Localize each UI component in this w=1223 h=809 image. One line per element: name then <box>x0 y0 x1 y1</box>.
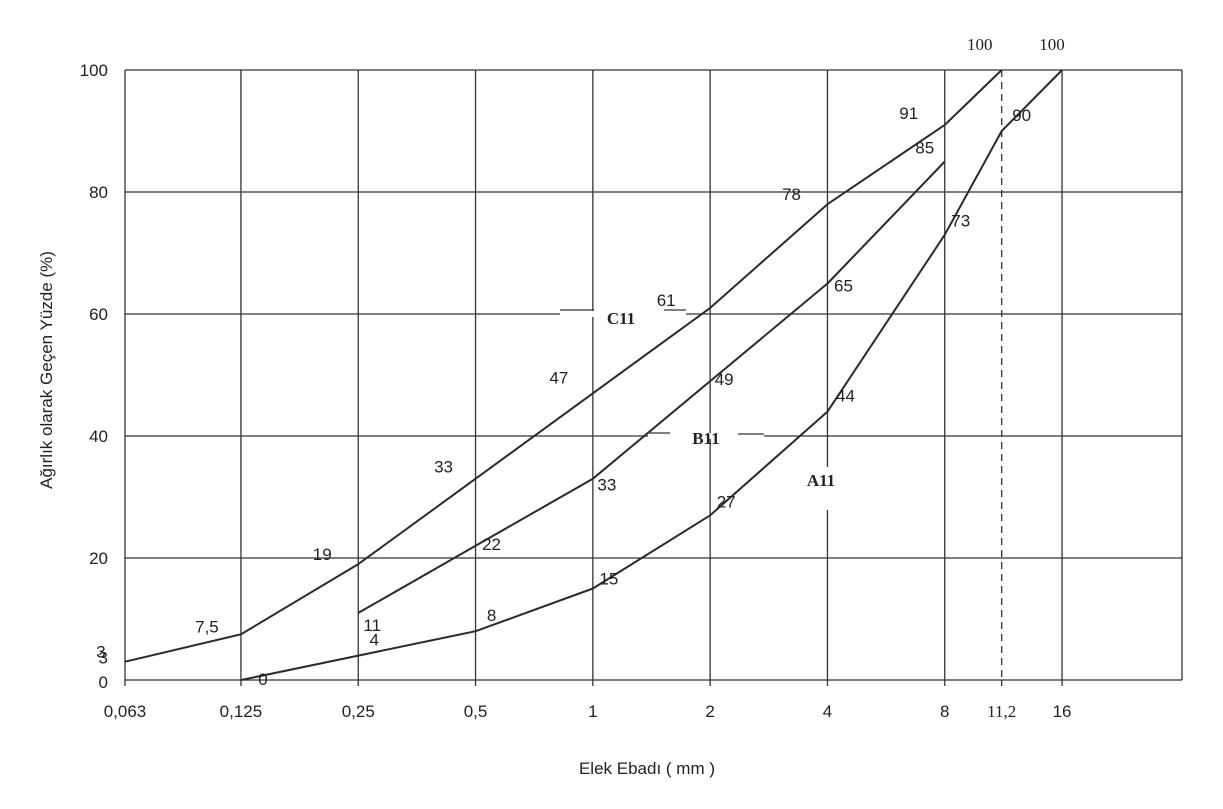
data-label-a11: 44 <box>836 387 855 406</box>
name-gap <box>560 311 686 317</box>
x-tick-label: 8 <box>940 702 949 721</box>
data-label-c11: 78 <box>782 185 801 204</box>
x-tick-label: 4 <box>823 702 832 721</box>
y-tick-label: 3 <box>99 649 108 668</box>
data-label-a11: 8 <box>487 606 496 625</box>
series-line-a11 <box>240 69 1063 681</box>
data-label-c11: 61 <box>657 291 676 310</box>
series-name-c11: C11 <box>607 309 635 328</box>
x-tick-label: 2 <box>705 702 714 721</box>
series-line-c11 <box>124 69 1003 663</box>
y-tick-label: 80 <box>89 183 108 202</box>
data-label-c11: 33 <box>434 458 453 477</box>
x-tick-label: 1 <box>588 702 597 721</box>
data-label-a11: 4 <box>370 631 379 650</box>
y-tick-label: 60 <box>89 305 108 324</box>
series-name-b11: B11 <box>692 429 719 448</box>
y-axis-title: Ağırlık olarak Geçen Yüzde (%) <box>37 251 56 489</box>
data-label-c11: 19 <box>313 545 332 564</box>
data-label-b11: 11 <box>363 616 381 635</box>
x-tick-label: 0,063 <box>104 702 147 721</box>
x-tick-label: 0,25 <box>342 702 375 721</box>
x-tick-label: 0,125 <box>220 702 263 721</box>
data-label-b11: 65 <box>834 277 853 296</box>
data-label-c11: 3 <box>96 643 105 662</box>
grid-lines <box>124 69 1183 686</box>
data-label-a11: 0 <box>258 670 267 689</box>
data-label-a11: 100 <box>1039 35 1065 54</box>
x-axis-title: Elek Ebadı ( mm ) <box>579 759 715 778</box>
data-label-c11: 47 <box>549 368 568 387</box>
y-tick-label: 40 <box>89 427 108 446</box>
data-label-a11: 73 <box>951 212 970 231</box>
y-tick-label: 100 <box>80 61 108 80</box>
name-gap <box>648 433 764 439</box>
data-label-a11: 90 <box>1012 106 1031 125</box>
data-label-b11: 85 <box>915 139 934 158</box>
data-label-c11: 7,5 <box>195 617 219 636</box>
x-tick-label: 16 <box>1053 702 1072 721</box>
series-names: C11 B11 A11 <box>560 309 835 510</box>
data-labels: 3 7,5 19 33 47 61 78 91 100 11 22 33 49 65 85 0 4 8 15 27 44… <box>96 35 1065 689</box>
x-tick-label: 0,5 <box>464 702 488 721</box>
y-tick-label: 20 <box>89 549 108 568</box>
data-label-c11: 91 <box>899 104 918 123</box>
y-tick-label: 0 <box>99 673 108 692</box>
data-label-b11: 22 <box>482 535 501 554</box>
series-line-b11 <box>357 160 946 614</box>
x-tick-label: 11,2 <box>987 702 1016 721</box>
name-gap <box>823 467 832 510</box>
data-label-b11: 33 <box>597 476 616 495</box>
data-label-b11: 49 <box>715 370 734 389</box>
series-name-a11: A11 <box>807 471 835 490</box>
data-label-a11: 15 <box>599 570 618 589</box>
series-curves <box>124 69 1063 681</box>
data-label-c11: 100 <box>967 35 993 54</box>
data-label-a11: 27 <box>717 492 736 511</box>
